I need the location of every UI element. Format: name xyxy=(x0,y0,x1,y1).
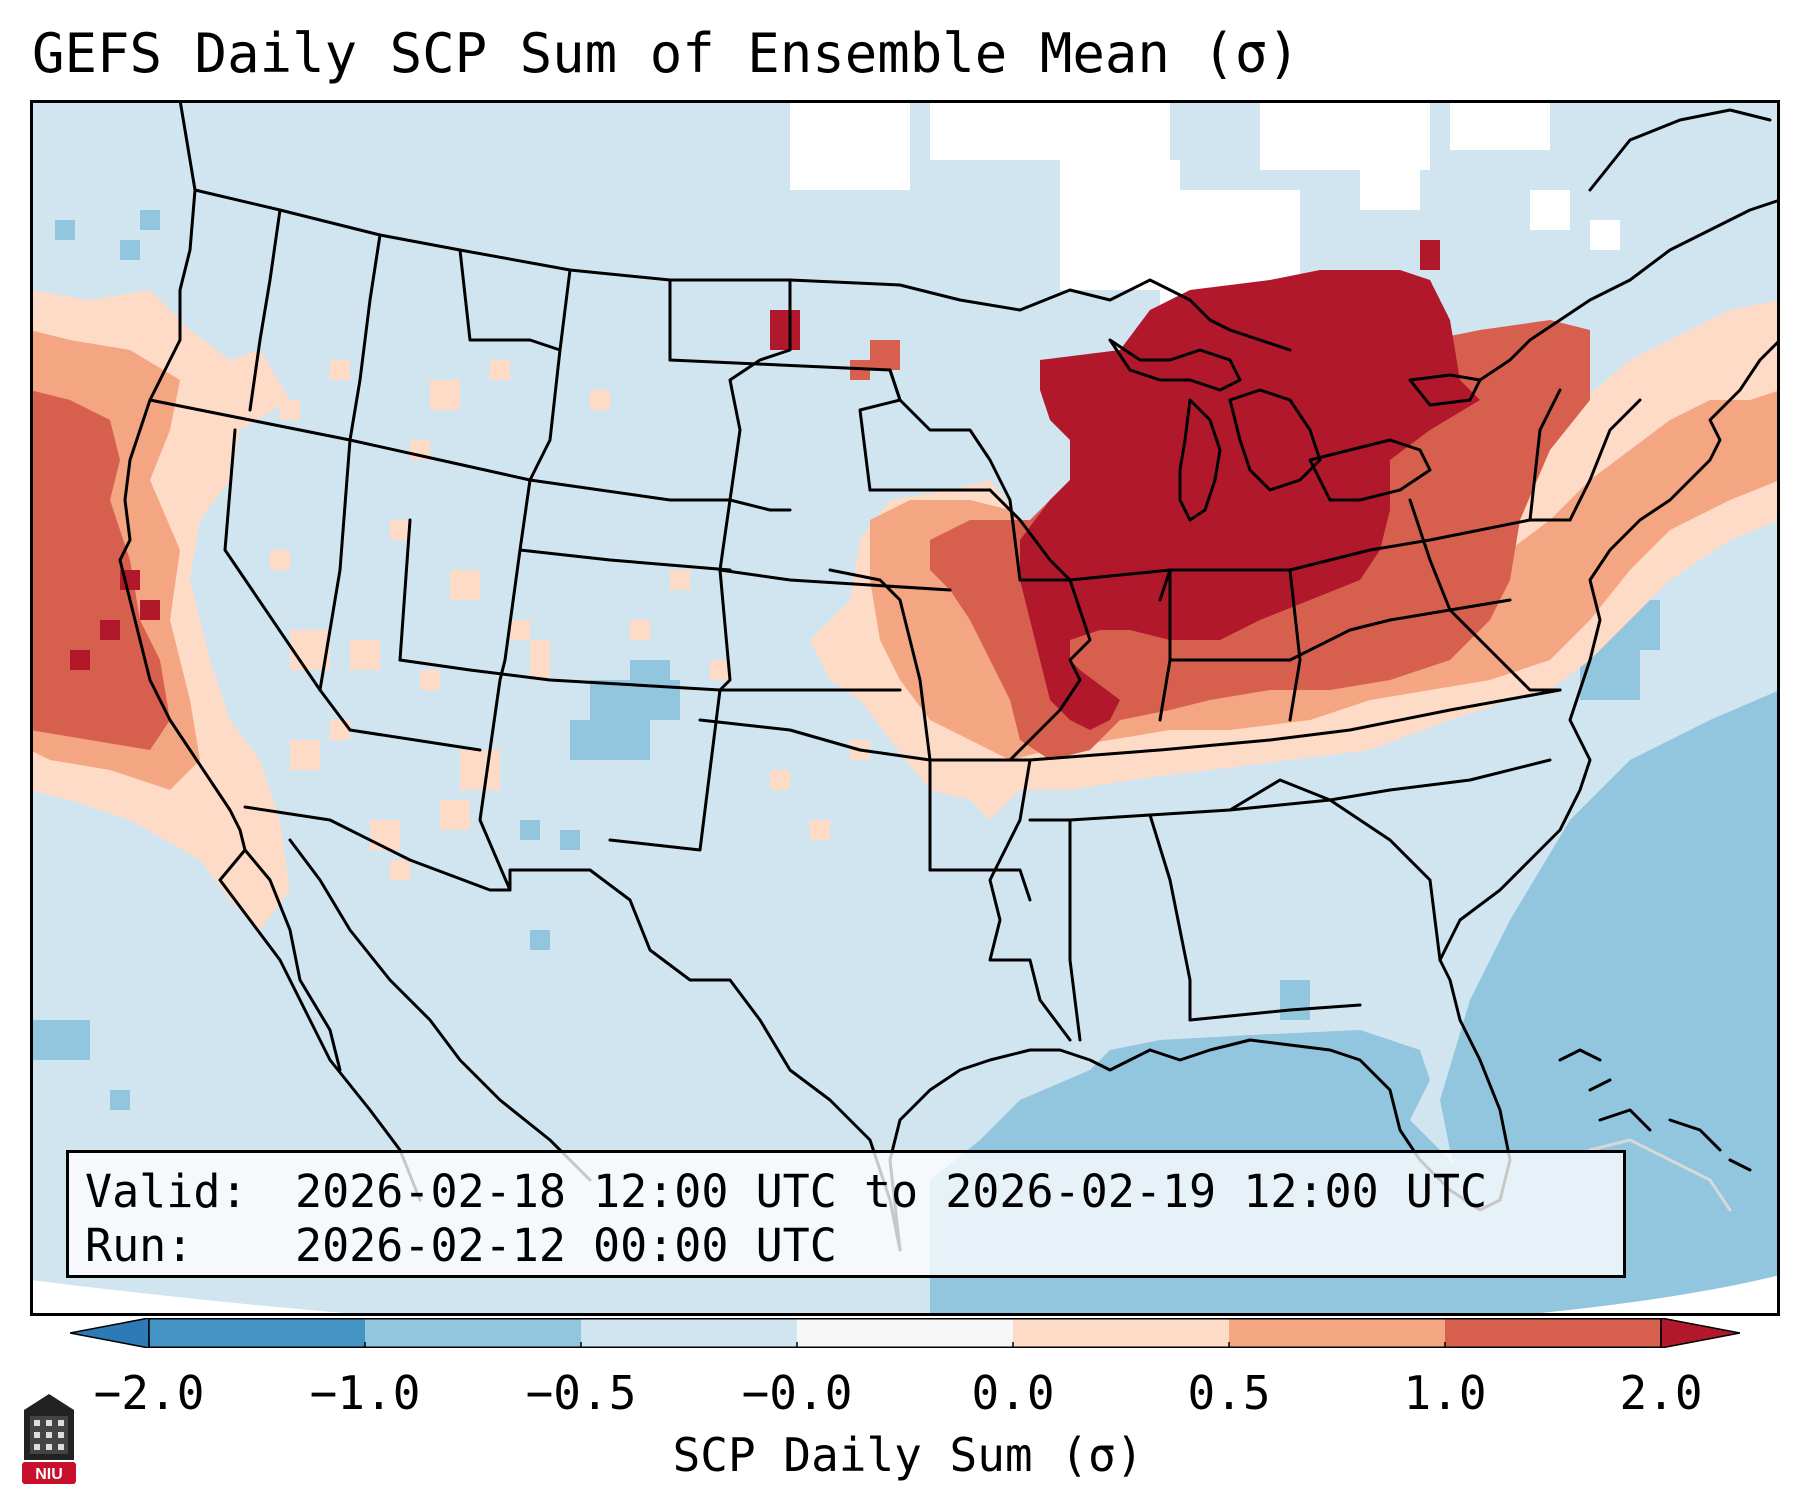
colorbar-tick: 1.0 xyxy=(1403,1366,1487,1420)
geography-lines xyxy=(118,100,1780,1252)
valid-value: 2026-02-18 12:00 UTC to 2026-02-19 12:00… xyxy=(295,1165,1488,1218)
colorbar-extend-high xyxy=(1660,1318,1740,1348)
colorbar-outline xyxy=(148,1318,1662,1348)
colorbar-label: SCP Daily Sum (σ) xyxy=(672,1428,1144,1482)
scattered-positive-cells xyxy=(250,360,870,880)
colorbar-tick: −0.0 xyxy=(741,1366,853,1420)
valid-label: Valid: xyxy=(85,1165,248,1218)
colorbar-tick: −2.0 xyxy=(93,1366,205,1420)
colorbar-tick: 2.0 xyxy=(1619,1366,1703,1420)
scp-anomaly-map xyxy=(30,100,1780,1316)
niu-logo: NIU xyxy=(22,1394,76,1484)
run-row: Run: 2026-02-12 00:00 UTC xyxy=(85,1219,1607,1273)
projection-edge xyxy=(30,1280,830,1316)
colorbar-bin xyxy=(365,1318,582,1348)
west-coast-anomaly xyxy=(30,290,290,930)
colorbar-bin xyxy=(797,1318,1014,1348)
colorbar-bin xyxy=(1229,1318,1446,1348)
colorbar-bin xyxy=(149,1318,366,1348)
colorbar-tick: 0.0 xyxy=(971,1366,1055,1420)
run-label: Run: xyxy=(85,1219,194,1272)
colorbar-bin xyxy=(1013,1318,1230,1348)
run-value: 2026-02-12 00:00 UTC xyxy=(295,1219,837,1272)
map-title: GEFS Daily SCP Sum of Ensemble Mean (σ) xyxy=(32,22,1300,85)
colorbar-tick: 0.5 xyxy=(1187,1366,1271,1420)
colorbar-bin xyxy=(1445,1318,1662,1348)
colorbar xyxy=(70,1318,1740,1348)
valid-row: Valid: 2026-02-18 12:00 UTC to 2026-02-19… xyxy=(85,1165,1607,1219)
colorbar-bin xyxy=(581,1318,798,1348)
colorbar-extend-low xyxy=(70,1318,150,1348)
logo-text: NIU xyxy=(35,1466,63,1483)
colorbar-tick: −1.0 xyxy=(309,1366,421,1420)
valid-run-info-box: Valid: 2026-02-18 12:00 UTC to 2026-02-19… xyxy=(66,1150,1626,1278)
colorbar-tick: −0.5 xyxy=(525,1366,637,1420)
